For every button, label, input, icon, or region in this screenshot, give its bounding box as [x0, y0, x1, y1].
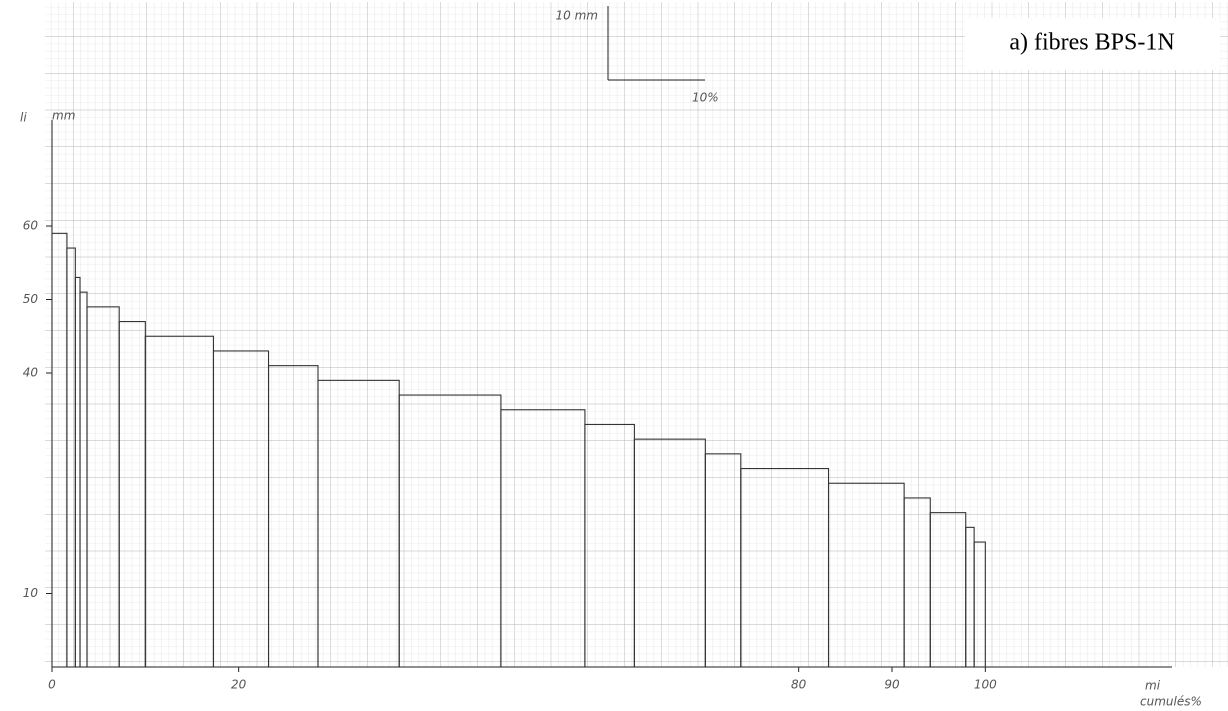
y-axis-label: li: [20, 111, 27, 125]
x-axis-unit: cumulés%: [1140, 695, 1202, 709]
y-tick-label: 40: [23, 366, 39, 380]
x-tick-label: 80: [791, 678, 807, 692]
title-box: [965, 18, 1220, 70]
x-tick-label: 0: [48, 678, 56, 692]
bar: [973, 541, 986, 668]
x-tick-label: 20: [231, 678, 247, 692]
y-tick-label: 50: [23, 292, 39, 306]
scale-x-label: 10%: [692, 91, 719, 105]
y-axis-unit: mm: [52, 109, 75, 123]
y-tick-label: 60: [23, 219, 39, 233]
x-axis-label: mi: [1145, 679, 1161, 693]
graph-paper: [45, 2, 1228, 667]
scale-y-label: 10 mm: [556, 9, 598, 23]
x-tick-label: 90: [884, 678, 900, 692]
chart-title: a) fibres BPS-1N: [1009, 30, 1174, 56]
y-tick-label: 10: [23, 586, 39, 600]
x-tick-label: 100: [974, 678, 997, 692]
